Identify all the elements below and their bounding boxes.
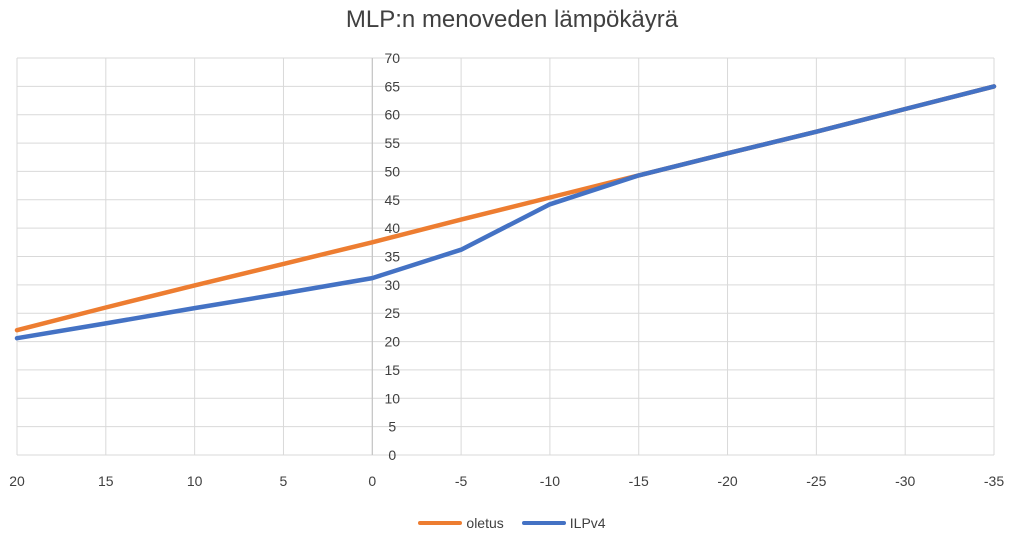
y-tick-label: 45: [384, 192, 400, 208]
y-tick-label: 40: [384, 220, 400, 236]
x-tick-label: -10: [540, 473, 560, 489]
y-tick-label: 25: [384, 305, 400, 321]
legend-label: oletus: [466, 515, 504, 531]
x-tick-label: 10: [187, 473, 203, 489]
y-tick-label: 70: [384, 50, 400, 66]
chart-title: MLP:n menoveden lämpökäyrä: [345, 6, 679, 33]
y-tick-label: 30: [384, 277, 400, 293]
gridlines: [16, 57, 995, 456]
legend-item: oletus: [418, 515, 504, 531]
legend-swatch: [521, 521, 566, 525]
x-tick-label: -20: [717, 473, 737, 489]
x-tick-label: 20: [9, 473, 25, 489]
x-tick-label: 0: [368, 473, 376, 489]
y-tick-label: 10: [384, 390, 400, 406]
x-tick-label: -15: [629, 473, 649, 489]
y-tick-label: 65: [384, 78, 400, 94]
series-lines: [14, 84, 997, 341]
y-tick-label: 5: [388, 419, 396, 435]
x-tick-label: -35: [984, 473, 1004, 489]
y-axis: 0 5 10 15 20 25 30 35 40 45 50 55 60 65 70: [371, 50, 400, 463]
x-tick-label: -30: [895, 473, 915, 489]
legend-swatch: [418, 521, 463, 525]
y-tick-label: 0: [388, 447, 396, 463]
y-tick-label: 20: [384, 334, 400, 350]
y-tick-label: 60: [384, 107, 400, 123]
legend: oletus ILPv4: [0, 515, 1024, 531]
legend-label: ILPv4: [569, 515, 606, 531]
y-tick-label: 50: [384, 163, 400, 179]
x-tick-label: -5: [455, 473, 468, 489]
y-tick-label: 55: [384, 135, 400, 151]
x-tick-label: 15: [98, 473, 114, 489]
x-tick-label: 5: [280, 473, 288, 489]
x-tick-label: -25: [806, 473, 826, 489]
legend-item: ILPv4: [521, 515, 606, 531]
series-line-ilpv4: [14, 84, 997, 341]
y-tick-label: 35: [384, 249, 400, 265]
x-axis: 20 15 10 5 0 -5 -10 -15 -20 -25 -30 -35: [9, 473, 1004, 489]
y-tick-label: 15: [384, 362, 400, 378]
